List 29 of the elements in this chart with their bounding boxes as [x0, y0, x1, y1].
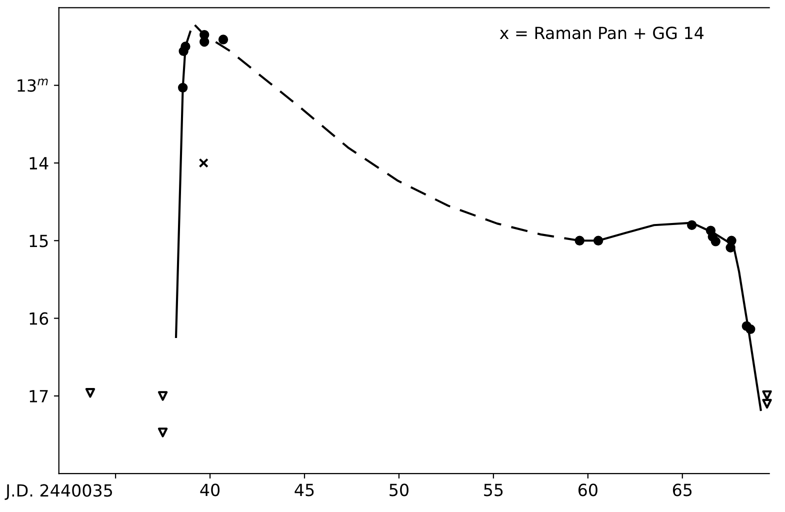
point: [762, 390, 772, 400]
y-tick-label: 14: [30, 157, 48, 170]
annotation: x = Raman Pan + GG 14: [500, 26, 704, 40]
point: [178, 82, 188, 93]
x-tick-label: 45: [294, 484, 314, 496]
y-tick-label: 17: [30, 390, 48, 402]
x-axis-title: J.D. 2440035: [4, 484, 112, 500]
point: [180, 42, 190, 52]
point: [198, 158, 208, 168]
point: [726, 242, 736, 252]
x-tick-label: 65: [672, 484, 692, 496]
x-tick-label: 55: [484, 484, 503, 496]
point: [762, 398, 772, 409]
point: [85, 388, 96, 398]
x-tick-label: 60: [578, 484, 598, 496]
x-tick-label: 50: [390, 484, 408, 496]
point: [158, 428, 168, 438]
point: [686, 220, 697, 230]
y-tick-label: 15: [30, 234, 48, 248]
x-tick-label: 40: [200, 484, 220, 496]
point: [218, 34, 228, 44]
point: [200, 37, 210, 47]
y-tick-label: 13$^{m}$: [18, 78, 48, 92]
point: [158, 391, 168, 401]
point: [574, 236, 584, 246]
point: [710, 236, 720, 246]
point: [593, 236, 604, 246]
point: [746, 324, 756, 334]
y-tick-label: 16: [30, 312, 48, 325]
